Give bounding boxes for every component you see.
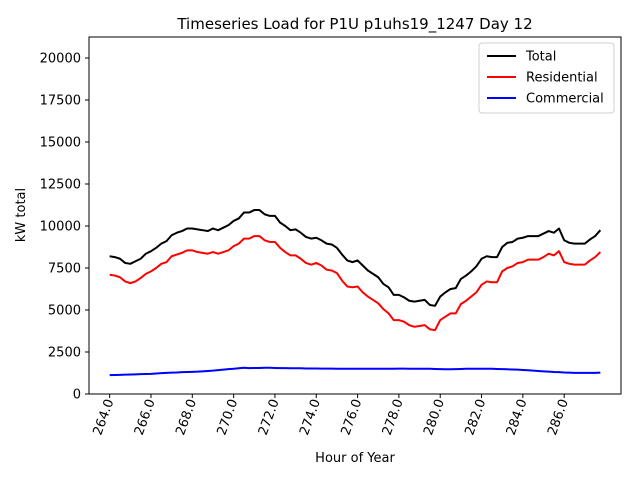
x-axis-label: Hour of Year	[315, 451, 395, 466]
legend-box	[478, 42, 615, 114]
y-tick-label: 2500	[48, 346, 81, 361]
y-tick-label: 0	[73, 388, 81, 403]
legend: Total Residential Commercial	[478, 42, 615, 114]
series-line-commercial	[109, 366, 601, 377]
y-tick-label: 10000	[40, 220, 81, 235]
series-line-residential	[109, 235, 602, 332]
y-tick-label: 17500	[40, 94, 81, 109]
y-tick-label: 7500	[48, 262, 81, 277]
legend-label-commercial: Commercial	[526, 92, 604, 107]
y-axis-label: kW total	[14, 188, 29, 242]
y-tick-label: 12500	[40, 178, 81, 193]
axes-frame	[88, 36, 622, 395]
y-tick-label: 15000	[40, 136, 81, 151]
chart-title: Timeseries Load for P1U p1uhs19_1247 Day…	[176, 15, 532, 34]
legend-label-residential: Residential	[526, 71, 598, 86]
y-tick-label: 20000	[40, 52, 81, 67]
y-tick-label: 5000	[48, 304, 81, 319]
legend-label-total: Total	[525, 50, 556, 65]
series-line-total	[109, 209, 602, 307]
